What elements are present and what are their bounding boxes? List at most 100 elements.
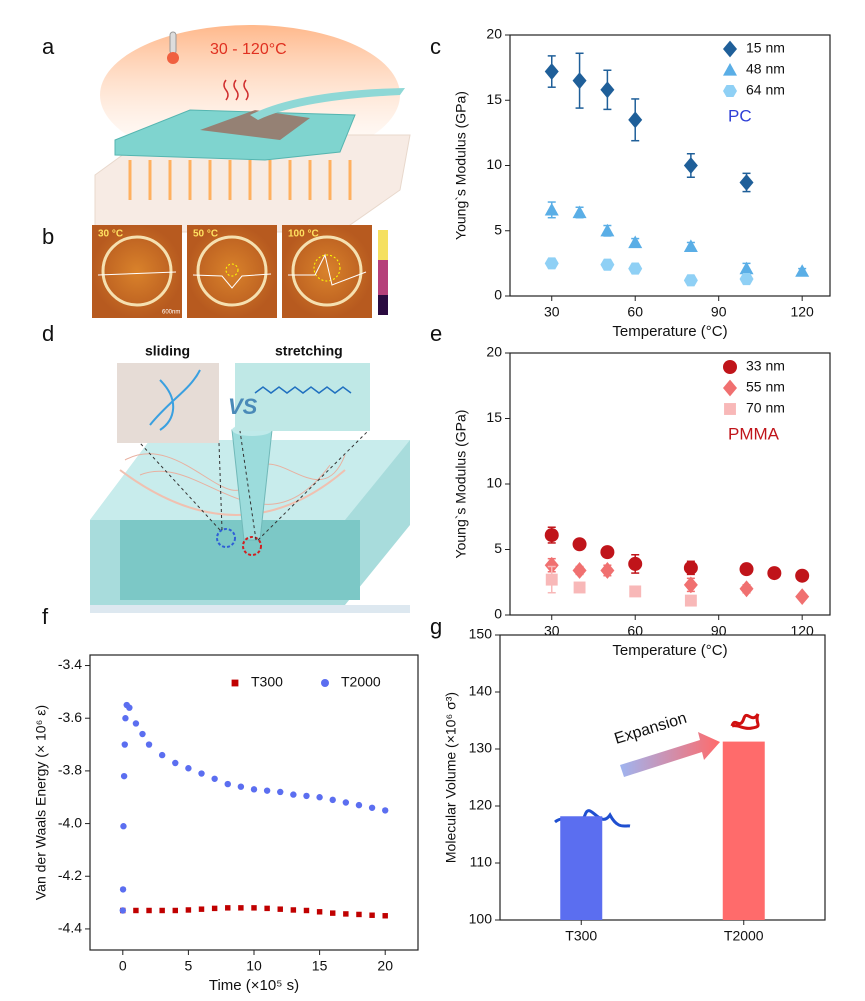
- x-tick-label: 120: [790, 623, 814, 639]
- marker: [231, 679, 239, 687]
- marker: [329, 796, 336, 804]
- marker: [211, 905, 218, 912]
- marker: [628, 262, 643, 275]
- x-axis-label: Temperature (°C): [612, 323, 727, 340]
- y-tick-label: 5: [494, 221, 502, 237]
- legend-label: T300: [251, 674, 283, 690]
- marker: [211, 775, 218, 782]
- marker: [683, 576, 698, 594]
- x-tick-label: 15: [312, 958, 328, 974]
- marker: [185, 907, 192, 913]
- marker: [600, 223, 615, 237]
- x-tick-label: 0: [119, 958, 127, 974]
- y-tick-label: 100: [469, 911, 493, 927]
- marker: [382, 807, 389, 814]
- marker: [572, 72, 587, 90]
- y-tick-label: -3.6: [58, 709, 82, 725]
- marker: [198, 770, 205, 777]
- marker: [723, 360, 737, 374]
- mechanism-label: sliding: [145, 343, 190, 359]
- marker: [683, 239, 698, 253]
- annotation: PMMA: [728, 424, 780, 443]
- annotation: Expansion: [612, 710, 688, 748]
- marker: [600, 81, 615, 99]
- bar: [560, 816, 603, 920]
- marker: [316, 794, 323, 801]
- y-tick-label: -4.2: [58, 867, 82, 883]
- marker: [172, 907, 178, 914]
- marker: [146, 907, 152, 914]
- panel-label: e: [430, 321, 442, 346]
- marker: [290, 907, 297, 913]
- marker: [723, 63, 737, 76]
- marker: [544, 556, 559, 574]
- x-tick-label: 10: [246, 958, 262, 974]
- marker: [572, 562, 587, 579]
- indentation-illustration: sliding stretching VS: [90, 343, 410, 613]
- x-tick-label: 5: [185, 958, 193, 974]
- y-tick-label: 15: [486, 409, 502, 425]
- marker: [795, 264, 810, 277]
- image-label: 30 °C: [98, 229, 123, 240]
- legend-label: 70 nm: [746, 400, 785, 416]
- marker: [277, 906, 283, 912]
- marker: [122, 715, 129, 722]
- panel-label: f: [42, 604, 49, 629]
- legend-label: 15 nm: [746, 40, 785, 56]
- marker: [321, 679, 329, 687]
- image-label: 100 °C: [288, 229, 319, 240]
- marker: [251, 905, 257, 911]
- marker: [795, 588, 810, 606]
- legend-label: T2000: [341, 674, 381, 690]
- marker: [572, 537, 587, 552]
- marker: [303, 907, 310, 914]
- annotation: PC: [728, 106, 752, 125]
- marker: [277, 788, 284, 796]
- device-illustration: 30 - 120°C: [94, 25, 411, 233]
- y-tick-label: 15: [486, 91, 502, 107]
- x-tick-label: T300: [565, 928, 597, 944]
- marker: [119, 907, 127, 914]
- marker: [121, 741, 128, 748]
- afm-images: 30 °C 50 °C 100 °C 600nm: [92, 225, 388, 318]
- marker: [126, 704, 133, 711]
- y-tick-label: 130: [469, 740, 493, 756]
- y-axis-label: Young`s Modulus (GPa): [453, 410, 469, 559]
- marker: [343, 911, 349, 917]
- marker: [356, 911, 362, 918]
- x-tick-label: 30: [544, 304, 560, 320]
- marker: [119, 886, 127, 893]
- marker: [316, 909, 323, 915]
- x-tick-label: 20: [377, 958, 393, 974]
- marker: [600, 545, 615, 560]
- y-axis-label: Molecular Volume (×10⁶ σ³): [443, 692, 459, 863]
- x-tick-label: 60: [627, 304, 643, 320]
- marker: [264, 905, 270, 912]
- y-tick-label: 10: [486, 156, 502, 172]
- marker: [629, 585, 642, 598]
- y-tick-label: -3.8: [58, 762, 82, 778]
- marker: [723, 40, 737, 58]
- marker: [139, 730, 146, 738]
- x-tick-label: 120: [790, 304, 814, 320]
- x-axis-label: Temperature (°C): [612, 642, 727, 659]
- marker: [544, 257, 559, 270]
- marker: [739, 174, 754, 191]
- y-tick-label: 150: [469, 626, 493, 642]
- marker: [767, 566, 782, 581]
- marker: [369, 912, 375, 918]
- marker: [573, 581, 586, 594]
- y-tick-label: 5: [494, 540, 502, 556]
- image-label: 50 °C: [193, 229, 218, 240]
- marker: [739, 261, 754, 275]
- marker: [683, 274, 698, 287]
- bar: [722, 741, 765, 920]
- marker: [158, 751, 166, 759]
- marker: [159, 907, 165, 914]
- marker: [185, 765, 192, 772]
- marker: [172, 759, 179, 767]
- panel-label: a: [42, 34, 55, 59]
- marker: [330, 910, 336, 916]
- y-axis-label: Young`s Modulus (GPa): [453, 91, 469, 240]
